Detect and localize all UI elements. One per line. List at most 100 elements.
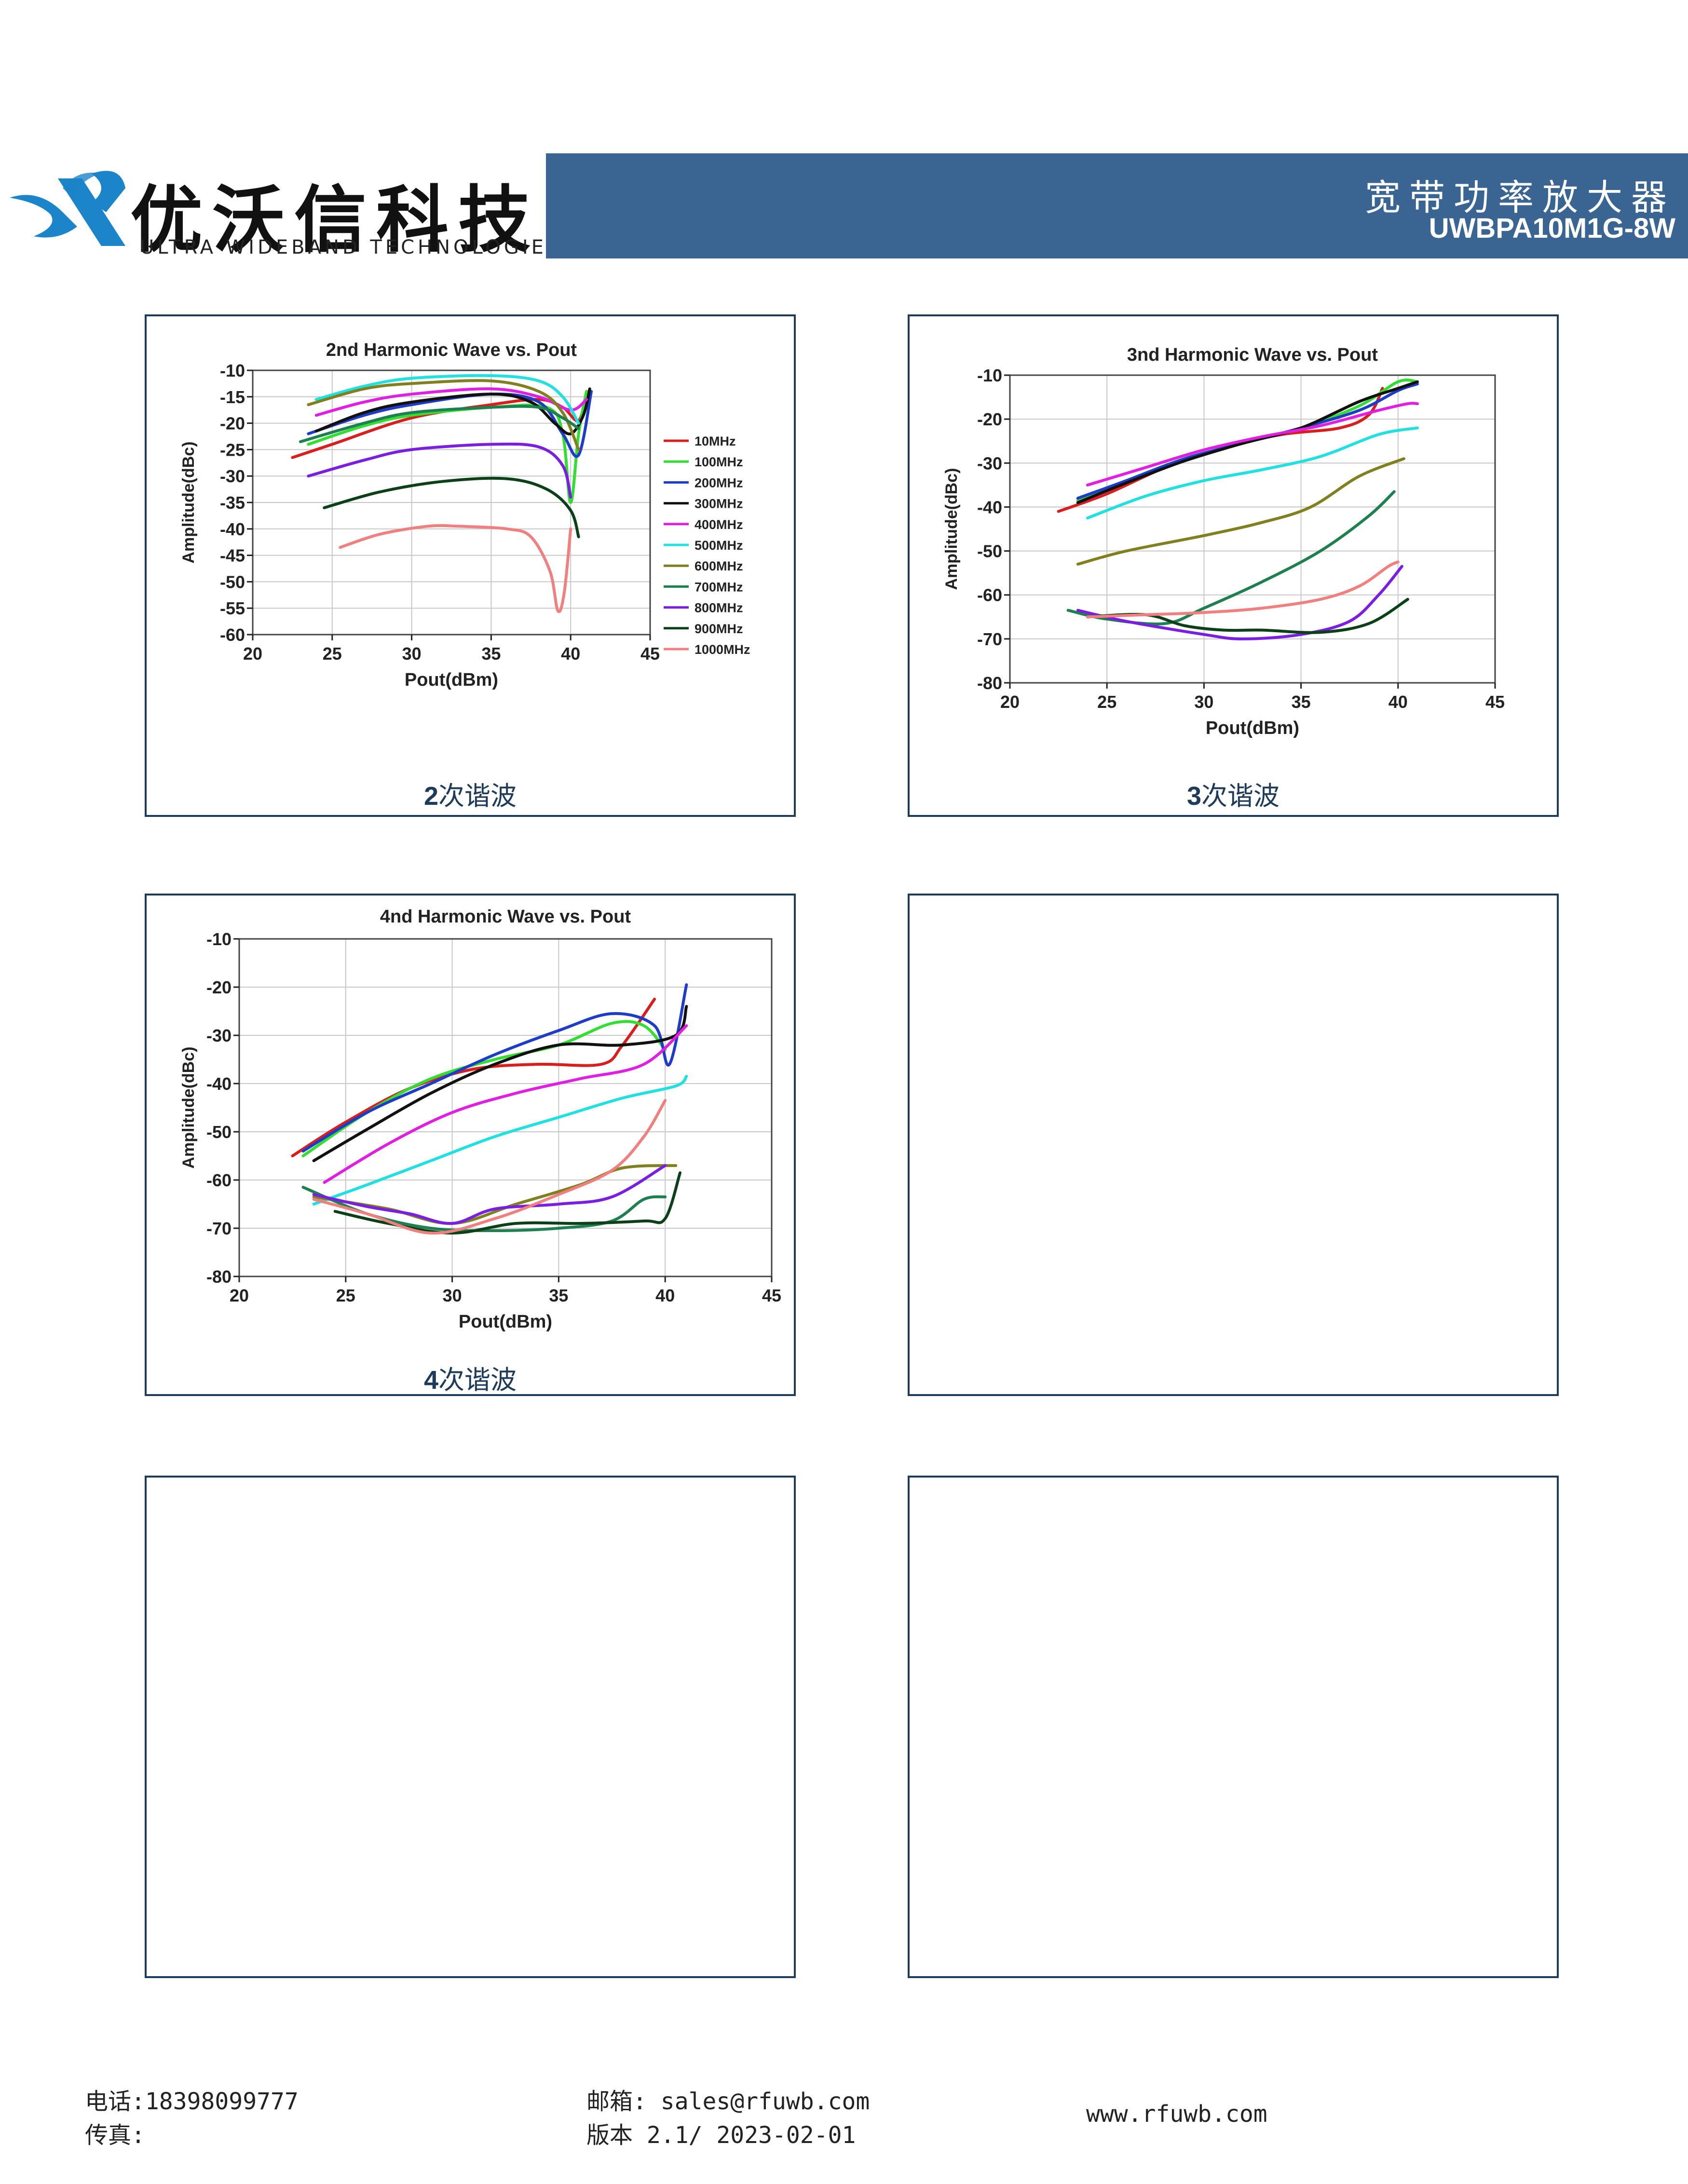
series-line-800mhz	[312, 1164, 667, 1225]
y-tick-label: -30	[977, 453, 1002, 473]
x-tick-label: 20	[243, 644, 262, 664]
plot-frame	[1009, 374, 1496, 684]
y-tick-label: -20	[206, 977, 231, 997]
product-name-cn: 宽带功率放大器	[1365, 177, 1675, 218]
footer-email[interactable]: 邮箱: sales@rfuwb.com	[586, 2088, 870, 2115]
series-line-400mhz	[314, 387, 588, 417]
x-axis-label: Pout(dBm)	[459, 1312, 552, 1332]
x-tick-label: 25	[1097, 692, 1116, 712]
legend-label: 200MHz	[694, 475, 743, 490]
series-line-700mhz	[301, 1186, 667, 1233]
caption-text: 次谐波	[438, 781, 517, 811]
chart-title: 4nd Harmonic Wave vs. Pout	[380, 907, 631, 927]
y-tick-label: -70	[977, 629, 1002, 649]
header-banner: 宽带功率放大器 UWBPA10M1G-8W	[546, 153, 1688, 258]
y-tick-label: -50	[220, 572, 245, 592]
y-tick-label: -50	[977, 542, 1002, 561]
y-tick-label: -10	[206, 929, 231, 949]
x-tick-label: 20	[230, 1286, 249, 1305]
series-line-1000mhz	[312, 1099, 667, 1235]
series-line-700mhz	[299, 405, 580, 443]
series-line-900mhz	[333, 1171, 682, 1234]
y-tick-label: -60	[206, 1170, 231, 1190]
x-tick-label: 30	[1194, 692, 1213, 712]
chart-2nd-harmonic: 2nd Harmonic Wave vs. Pout 20 25 30 35 40 45 -1…	[179, 340, 750, 690]
legend-label: 500MHz	[694, 538, 743, 553]
series-line-500mhz	[312, 1075, 688, 1206]
series-line-800mhz	[307, 442, 572, 499]
y-tick-label: -30	[206, 1026, 231, 1045]
y-tick-label: -25	[220, 440, 245, 460]
caption-text: 次谐波	[438, 1365, 517, 1395]
company-name-en: ULTRA WIDEBAND TECHNOLOGIES	[140, 236, 563, 258]
x-tick-label: 40	[561, 644, 580, 664]
y-tick-label: -40	[220, 519, 245, 539]
legend-label: 400MHz	[694, 517, 743, 532]
chart-title: 3nd Harmonic Wave vs. Pout	[1127, 345, 1378, 365]
legend-label: 800MHz	[694, 601, 743, 615]
x-tick-label: 25	[336, 1286, 355, 1305]
footer-website[interactable]: www.rfuwb.com	[1086, 2101, 1267, 2128]
x-tick-label: 35	[481, 644, 501, 664]
empty-panel-1	[908, 894, 1559, 1396]
chart-title: 2nd Harmonic Wave vs. Pout	[326, 340, 577, 360]
legend-label: 10MHz	[694, 434, 736, 448]
x-tick-label: 40	[655, 1286, 675, 1305]
y-tick-label: -40	[977, 497, 1002, 517]
legend-label: 300MHz	[694, 497, 743, 511]
chart-panel-4th-harmonic: 4nd Harmonic Wave vs. Pout 20 25 30 35 40 45 -1…	[145, 894, 796, 1396]
caption-number: 3	[1186, 782, 1202, 811]
legend-label: 700MHz	[694, 580, 743, 594]
x-axis-label: Pout(dBm)	[1206, 718, 1299, 738]
caption-text: 次谐波	[1201, 781, 1280, 811]
caption-number: 4	[423, 1366, 439, 1395]
company-logo-icon	[10, 171, 125, 246]
y-tick-label: -20	[220, 414, 245, 434]
series-line-700mhz	[1066, 490, 1396, 625]
series-line-300mhz	[1076, 380, 1419, 504]
caption-4th-harmonic: 4次谐波	[147, 1358, 794, 1397]
y-tick-label: -55	[220, 598, 245, 618]
series-line-900mhz	[323, 476, 580, 539]
caption-2nd-harmonic: 2次谐波	[147, 774, 794, 813]
y-tick-label: -15	[220, 387, 245, 407]
y-tick-label: -80	[977, 673, 1002, 693]
y-tick-label: -80	[206, 1267, 231, 1287]
x-tick-label: 25	[323, 644, 342, 664]
series-line-1000mhz	[339, 524, 572, 613]
y-tick-label: -35	[220, 493, 245, 513]
y-tick-label: -50	[206, 1122, 231, 1142]
series-line-200mhz	[301, 983, 688, 1153]
x-tick-label: 20	[1000, 692, 1020, 712]
x-tick-label: 35	[1292, 692, 1311, 712]
x-tick-label: 35	[549, 1286, 568, 1305]
y-tick-label: -60	[220, 625, 245, 645]
y-tick-label: -10	[977, 366, 1002, 385]
footer-fax: 传真:	[85, 2122, 145, 2149]
footer-version: 版本 2.1/ 2023-02-01	[586, 2122, 856, 2149]
y-tick-label: -10	[220, 361, 245, 380]
product-model: UWBPA10M1G-8W	[1429, 213, 1675, 244]
series-line-400mhz	[323, 1024, 688, 1184]
x-tick-label: 45	[762, 1286, 781, 1305]
series-line-10mhz	[291, 390, 588, 459]
y-tick-label: -45	[220, 546, 245, 566]
y-tick-label: -60	[977, 585, 1002, 605]
empty-panel-3	[908, 1476, 1559, 1978]
x-tick-label: 40	[1389, 692, 1408, 712]
y-axis-label: Amplitude(dBc)	[179, 1046, 198, 1168]
y-tick-label: -30	[220, 466, 245, 486]
y-axis-label: Amplitude(dBc)	[942, 468, 961, 590]
series-line-500mhz	[314, 374, 580, 425]
empty-panel-2	[145, 1476, 796, 1978]
caption-3rd-harmonic: 3次谐波	[910, 774, 1557, 813]
x-tick-label: 30	[443, 1286, 462, 1305]
legend-label: 900MHz	[694, 622, 743, 636]
chart-panel-3rd-harmonic: 3nd Harmonic Wave vs. Pout 20 25 30 35 40 45 -1…	[908, 314, 1559, 817]
x-tick-label: 45	[1485, 692, 1505, 712]
series-line-600mhz	[307, 379, 580, 451]
series-line-800mhz	[1076, 565, 1403, 640]
caption-number: 2	[423, 782, 439, 811]
series-line-10mhz	[291, 998, 656, 1157]
footer-phone: 电话:18398099777	[85, 2088, 299, 2115]
